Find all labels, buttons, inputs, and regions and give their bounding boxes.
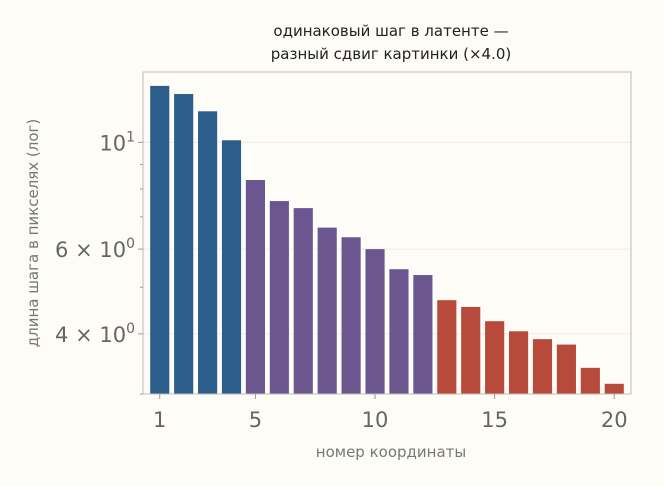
plot-frame: [142, 71, 632, 395]
y-tick-label: 4 × 100: [55, 321, 135, 347]
y-axis: 4 × 100 6 × 100 101: [55, 129, 143, 395]
x-tick-label: 20: [601, 408, 628, 432]
x-tick-label: 10: [362, 408, 389, 432]
bar-coord-7: [293, 208, 313, 394]
x-axis: 1 5 10 15 20: [153, 394, 628, 432]
bar-coord-19: [580, 367, 600, 394]
bar-coord-12: [413, 275, 433, 394]
bar-coord-3: [198, 111, 218, 394]
bar-coord-6: [269, 201, 289, 394]
bar-coord-2: [174, 94, 194, 394]
bar-coord-9: [341, 237, 361, 394]
bar-coord-14: [461, 306, 481, 394]
bar-coord-10: [365, 249, 385, 394]
chart-title-line-1: одинаковый шаг в латенте —: [273, 22, 508, 40]
y-tick-label: 6 × 100: [55, 236, 135, 262]
bar-coord-15: [485, 321, 505, 394]
plot-area: [143, 85, 631, 395]
x-tick-label: 15: [481, 408, 508, 432]
bar-coord-17: [532, 339, 553, 394]
x-tick-label: 1: [153, 408, 166, 432]
bar-coord-8: [317, 227, 337, 394]
bar-coord-11: [389, 269, 409, 394]
bar-coord-4: [221, 140, 242, 394]
x-axis-label: номер координаты: [316, 443, 466, 461]
chart-title-line-2: разный сдвиг картинки (×4.0): [271, 45, 511, 63]
y-axis-label: длина шага в пикселях (лог): [24, 119, 42, 348]
bar-coord-16: [509, 331, 529, 394]
bar-coord-5: [245, 180, 265, 394]
bar-coord-18: [556, 344, 576, 394]
x-tick-label: 5: [249, 408, 262, 432]
bar-coord-1: [150, 85, 170, 395]
bar-coord-20: [604, 383, 624, 394]
y-tick-label: 101: [99, 129, 135, 155]
bar-coord-13: [437, 300, 457, 394]
